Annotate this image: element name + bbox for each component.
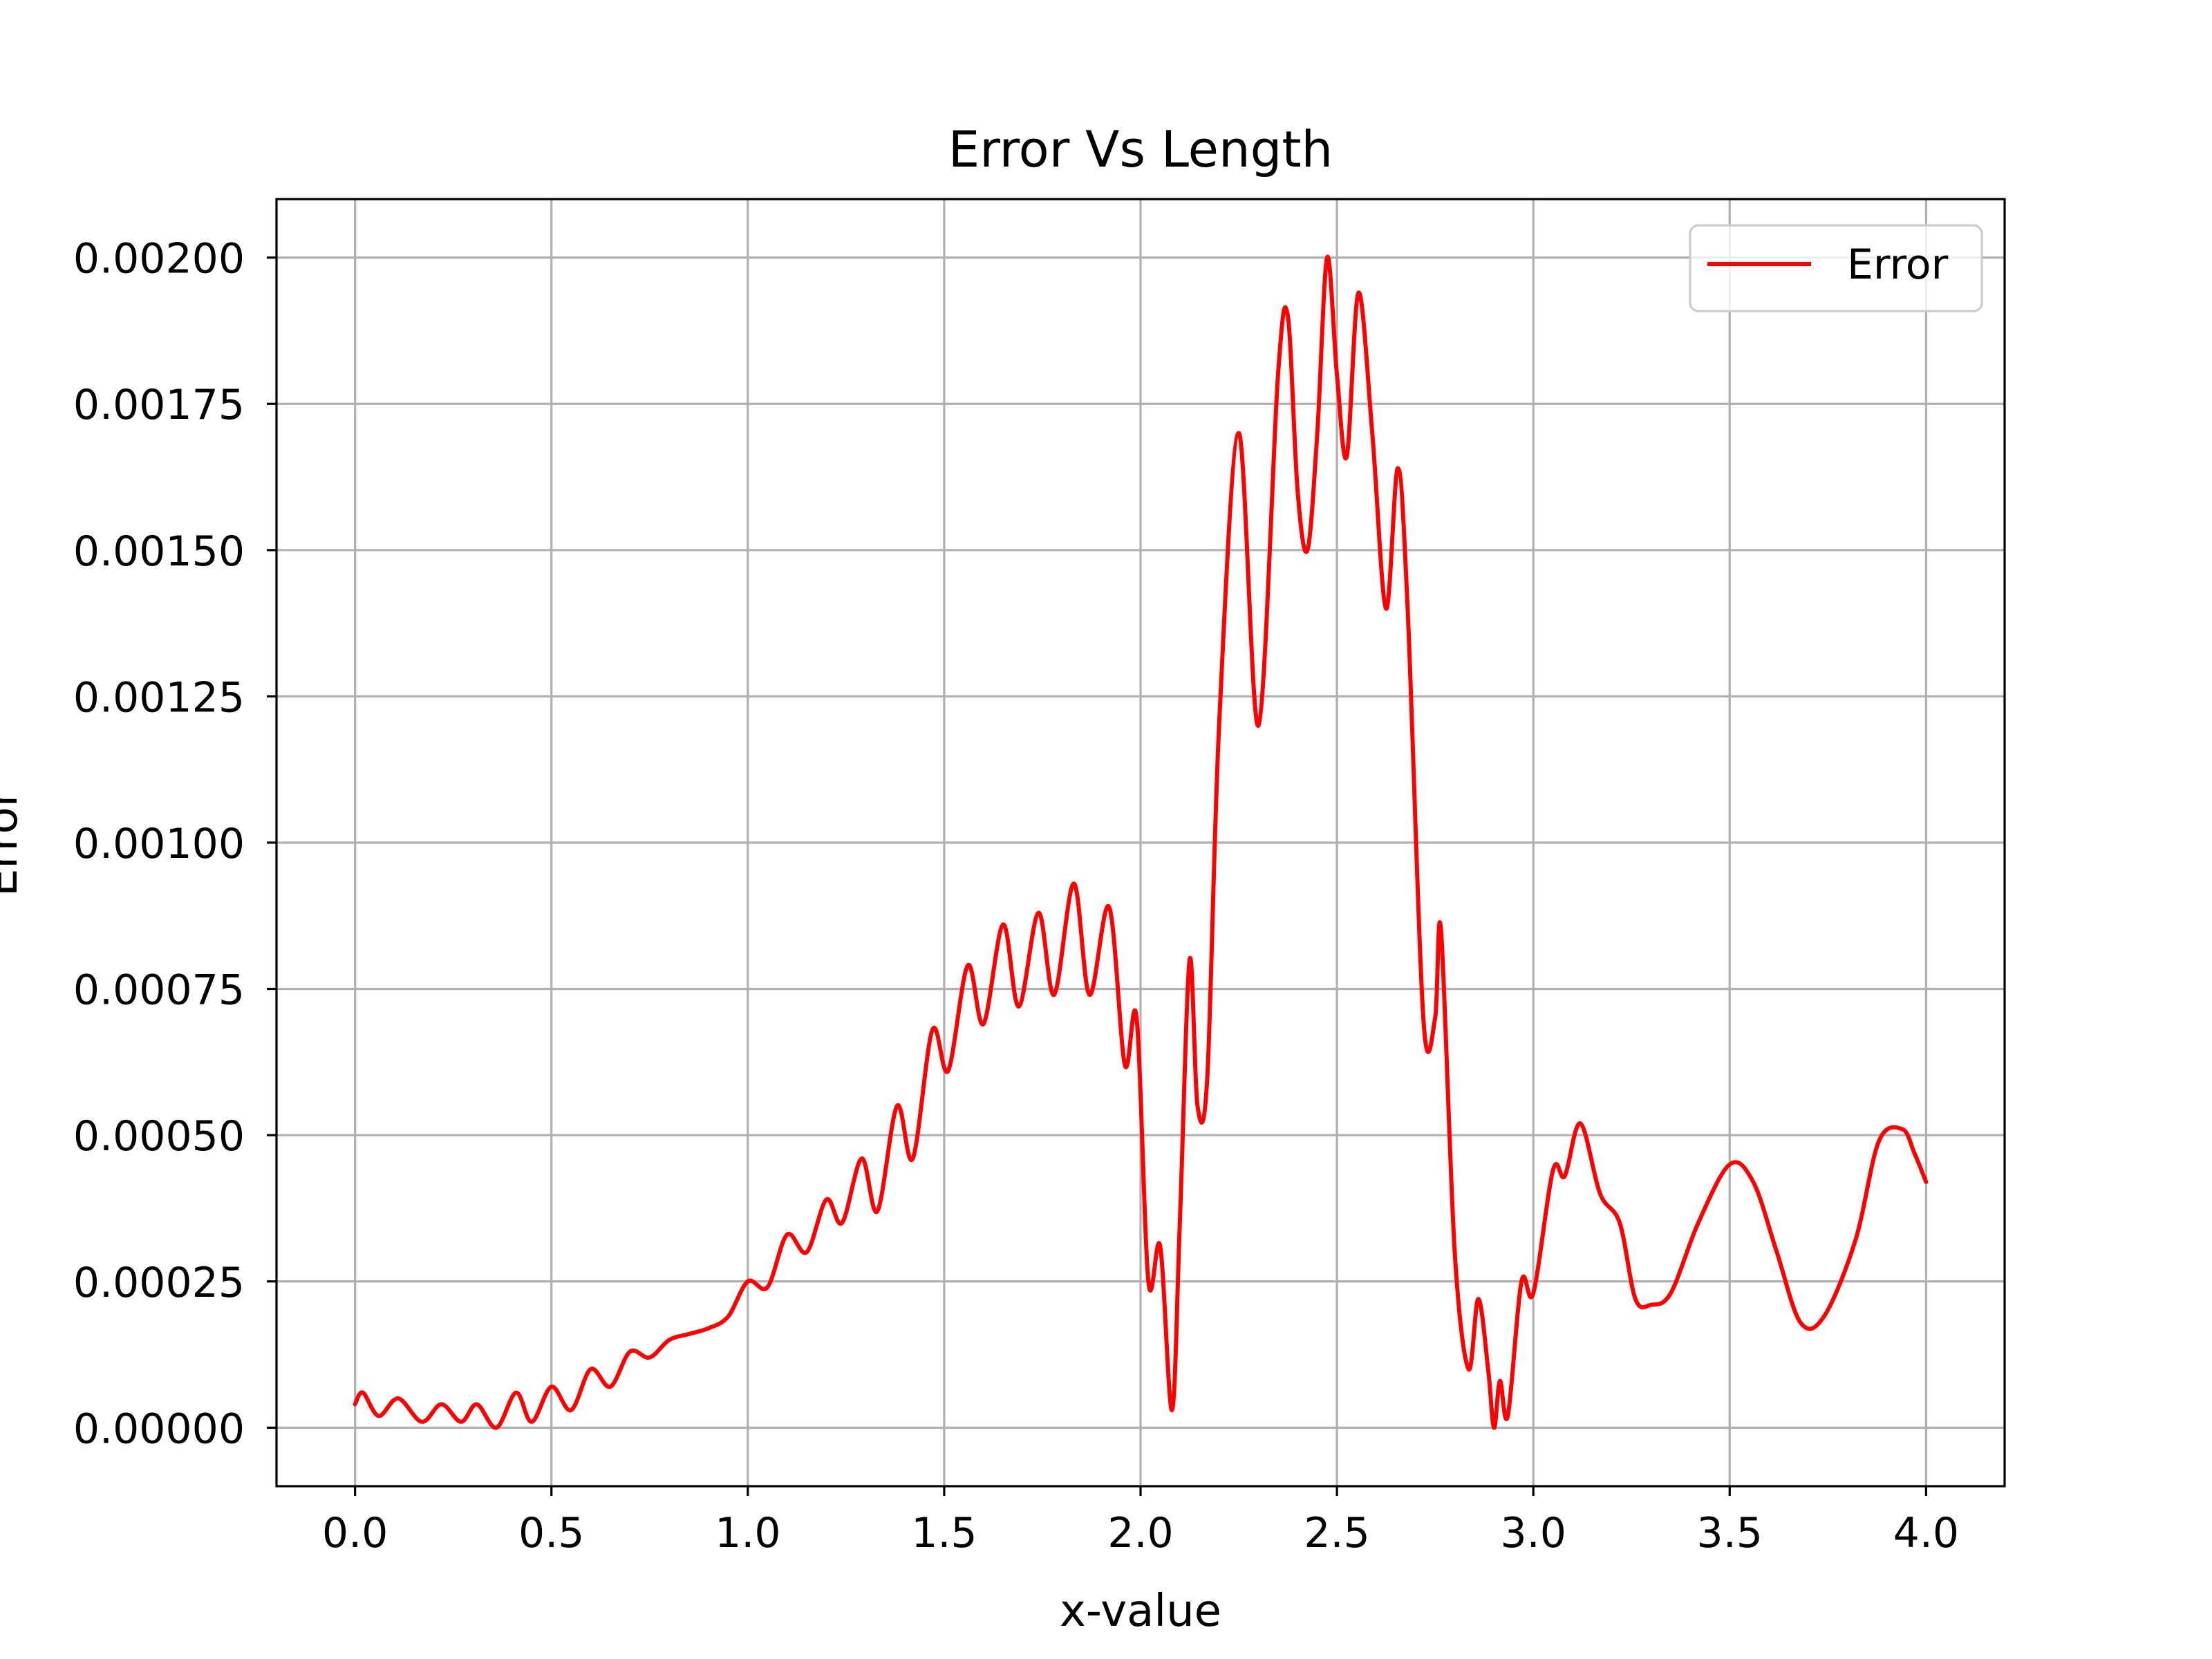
grid-lines	[276, 199, 2005, 1486]
x-tick-label: 1.5	[911, 1509, 977, 1557]
y-axis-label: Error	[0, 788, 28, 897]
series-line-error	[353, 254, 1929, 1430]
x-tick-label: 3.0	[1500, 1509, 1566, 1557]
series-layer	[353, 254, 1929, 1430]
legend: Error	[1689, 224, 1983, 312]
legend-box	[1689, 224, 1983, 312]
x-tick-label: 2.5	[1304, 1509, 1369, 1557]
chart-title: Error Vs Length	[948, 120, 1333, 178]
y-tick-label: 0.00050	[73, 1112, 245, 1161]
y-tick-label: 0.00175	[73, 381, 245, 429]
x-tick-label: 2.0	[1107, 1509, 1173, 1557]
x-tick-label: 0.0	[322, 1509, 388, 1557]
x-tick-label: 1.0	[715, 1509, 780, 1557]
x-tick-label: 0.5	[518, 1509, 584, 1557]
y-tick-label: 0.00200	[73, 235, 245, 283]
x-tick-label: 4.0	[1893, 1509, 1959, 1557]
x-axis-label: x-value	[1060, 1586, 1221, 1637]
x-tick-label: 3.5	[1697, 1509, 1763, 1557]
y-tick-label: 0.00150	[73, 527, 245, 576]
y-tick-label: 0.00025	[73, 1259, 245, 1307]
y-tick-label: 0.00075	[73, 966, 245, 1015]
y-tick-label: 0.00100	[73, 820, 245, 868]
y-tick-label: 0.00125	[73, 673, 245, 722]
y-tick-label: 0.00000	[73, 1405, 245, 1453]
axis-ticks: 0.0 0.5 1.0 1.5 2.0 2.5 3.0 3.5 4.0 0.00000 0.0002…	[73, 235, 1959, 1557]
legend-label-error: Error	[1847, 241, 1949, 289]
